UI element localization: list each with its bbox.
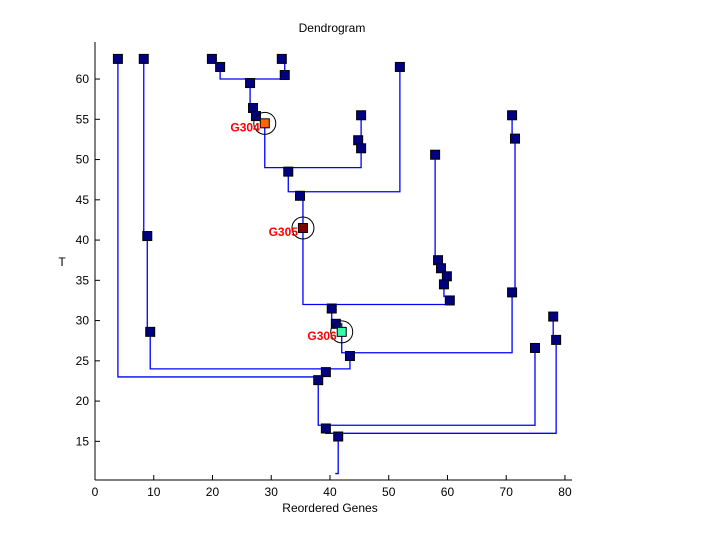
y-tick-label: 30 [76,314,90,328]
node-marker [112,53,123,64]
node-marker [394,61,405,72]
dendrogram-edge [335,433,339,475]
node-marker [333,431,344,442]
node-marker [142,231,153,242]
node-marker [344,351,355,362]
dendrogram-edge [287,66,401,193]
node-marker [438,279,449,290]
dendrogram-edge [143,58,351,370]
node-marker [330,318,341,329]
dendrogram-nodes: G304 G305 G306 [112,53,562,442]
highlighted-node-marker [297,222,308,233]
x-tick-label: 40 [323,485,337,499]
x-tick-label: 80 [558,485,572,499]
highlight-circle [330,320,354,344]
x-tick-label: 20 [206,485,220,499]
node-marker [510,133,521,144]
highlighted-node-label: G306 [307,329,337,343]
y-tick-label: 50 [76,153,90,167]
node-marker [320,423,331,434]
y-tick-label: 40 [76,233,90,247]
x-tick-label: 70 [500,485,514,499]
x-axis-label: Reordered Genes [282,501,377,515]
node-marker [276,53,287,64]
y-tick-label: 55 [76,112,90,126]
y-tick-label: 25 [76,354,90,368]
node-marker [507,287,518,298]
y-tick-label: 15 [76,434,90,448]
node-marker [320,367,331,378]
highlighted-node-label: G304 [230,120,260,134]
y-tick-label: 60 [76,72,90,86]
node-marker [245,78,256,89]
node-marker [313,375,324,386]
y-tick-label: 20 [76,394,90,408]
dendrogram-edge [317,347,536,426]
x-tick-label: 30 [265,485,279,499]
node-marker [145,326,156,337]
node-marker [206,53,217,64]
dendrogram-edge [325,316,557,434]
y-tick-label: 45 [76,193,90,207]
axes: 0 10 20 30 40 50 60 70 80 15 20 25 30 35 40 45 50 55 60 [76,42,572,499]
node-marker [215,61,226,72]
node-marker [551,334,562,345]
node-marker [326,303,337,314]
node-marker [283,166,294,177]
highlight-circle [291,216,315,240]
node-marker [356,110,367,121]
y-axis-label: T [58,255,66,269]
node-marker [356,143,367,154]
highlight-circle [253,111,277,135]
node-marker [138,53,149,64]
node-marker [436,263,447,274]
dendrogram-edge [299,154,451,306]
node-marker [529,342,540,353]
x-tick-label: 60 [441,485,455,499]
node-marker [444,295,455,306]
node-marker [279,70,290,81]
dendrogram-edge [117,58,319,378]
x-tick-label: 10 [147,485,161,499]
highlighted-node-marker [259,118,270,129]
chart-title: Dendrogram [299,21,366,35]
y-tick-label: 35 [76,273,90,287]
x-tick-label: 50 [382,485,396,499]
highlighted-node-marker [336,326,347,337]
node-marker [507,110,518,121]
dendrogram-edges [117,58,557,475]
x-tick-label: 0 [92,485,99,499]
highlighted-node-label: G305 [269,225,299,239]
node-marker [548,311,559,322]
node-marker [295,190,306,201]
node-marker [430,149,441,160]
